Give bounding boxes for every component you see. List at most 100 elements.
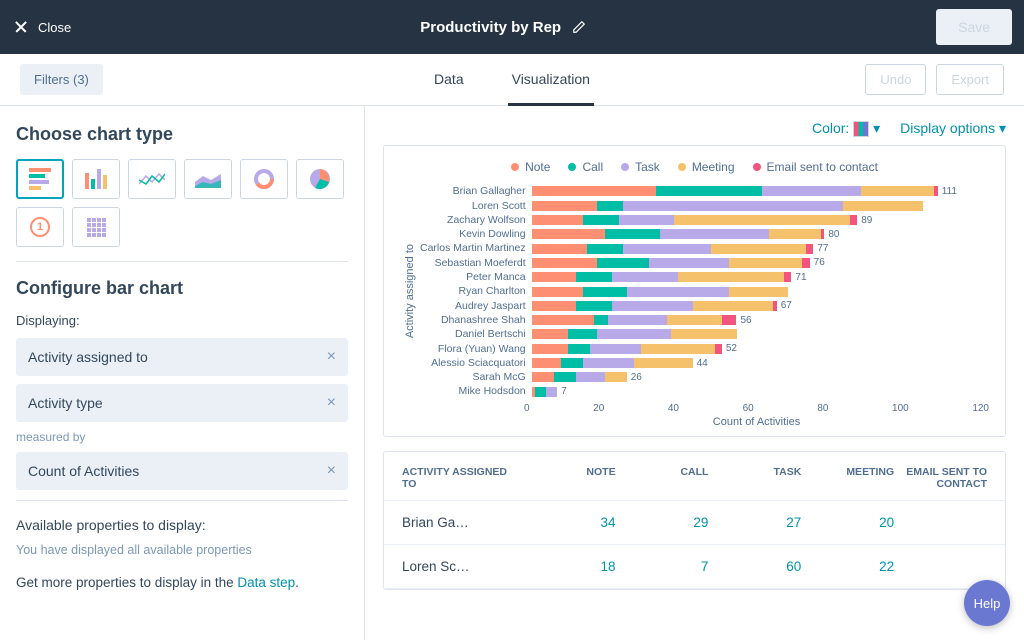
y-axis-label: Loren Scott	[420, 199, 526, 213]
chart-type-line[interactable]	[128, 159, 176, 199]
edit-title-icon[interactable]	[571, 19, 587, 35]
table-cell[interactable]: 22	[801, 559, 894, 574]
y-axis-label: Sebastian Moeferdt	[420, 256, 526, 270]
bar-segment	[821, 229, 825, 239]
table-cell[interactable]	[894, 559, 987, 574]
bar-segment	[715, 344, 722, 354]
export-button[interactable]: Export	[936, 64, 1004, 95]
bar-row: 80	[532, 227, 989, 241]
bar-segment	[597, 201, 623, 211]
data-step-link[interactable]: Data step	[237, 575, 295, 590]
table-cell: Brian Ga…	[402, 515, 523, 530]
bar-segment	[590, 344, 641, 354]
bar-row: 77	[532, 241, 989, 255]
field-pill[interactable]: Activity type×	[16, 384, 348, 422]
y-axis-label: Peter Manca	[420, 270, 526, 284]
table-cell[interactable]: 20	[801, 515, 894, 530]
bar-segment	[671, 329, 737, 339]
x-axis-tick: 120	[972, 403, 989, 414]
remove-field-icon[interactable]: ×	[327, 348, 336, 366]
bar-row: 76	[532, 256, 989, 270]
bar-segment	[605, 229, 660, 239]
close-button[interactable]: Close	[12, 18, 71, 36]
bar-segment	[532, 287, 583, 297]
chart-type-hbar[interactable]	[16, 159, 64, 199]
bar-segment	[532, 344, 569, 354]
chart-type-vbar[interactable]	[72, 159, 120, 199]
chart-type-pie[interactable]	[296, 159, 344, 199]
remove-field-icon[interactable]: ×	[327, 394, 336, 412]
y-axis-label: Flora (Yuan) Wang	[420, 342, 526, 356]
configure-title: Configure bar chart	[16, 278, 348, 299]
bar-segment	[568, 344, 590, 354]
y-axis-label: Audrey Jaspart	[420, 299, 526, 313]
bar-segment	[597, 329, 670, 339]
table-header-cell: MEETING	[801, 466, 894, 490]
y-axis-label: Ryan Charlton	[420, 284, 526, 298]
bar-segment	[843, 201, 923, 211]
bar-segment	[762, 186, 861, 196]
x-axis-tick: 100	[892, 403, 909, 414]
bar-segment	[729, 258, 802, 268]
bar-segment	[806, 244, 813, 254]
legend-item: Call	[568, 160, 603, 174]
bar-row: 67	[532, 299, 989, 313]
display-options-dropdown[interactable]: Display options ▾	[900, 120, 1006, 137]
chart-type-grid[interactable]	[72, 207, 120, 247]
bar-segment	[623, 201, 843, 211]
bar-row	[532, 327, 989, 341]
bar-segment	[619, 215, 674, 225]
table-cell[interactable]: 29	[616, 515, 709, 530]
bar-segment	[535, 387, 546, 397]
bar-value-label: 89	[861, 215, 872, 226]
bar-segment	[773, 301, 777, 311]
bar-segment	[850, 215, 857, 225]
y-axis-label: Mike Hodsdon	[420, 384, 526, 398]
table-header-cell: EMAIL SENT TO CONTACT	[894, 466, 987, 490]
bar-segment	[934, 186, 938, 196]
bar-segment	[656, 186, 762, 196]
color-picker[interactable]: Color: ▾	[812, 120, 880, 137]
close-icon	[12, 18, 30, 36]
table-cell[interactable]: 18	[523, 559, 616, 574]
undo-button[interactable]: Undo	[865, 64, 926, 95]
legend-item: Note	[511, 160, 550, 174]
chart-type-num[interactable]: 1	[16, 207, 64, 247]
bar-segment	[693, 301, 773, 311]
tab-data[interactable]: Data	[430, 55, 468, 105]
filters-button[interactable]: Filters (3)	[20, 64, 103, 95]
save-button[interactable]: Save	[936, 9, 1012, 45]
bar-value-label: 111	[942, 186, 957, 197]
table-cell[interactable]: 60	[708, 559, 801, 574]
bar-segment	[532, 244, 587, 254]
table-cell[interactable]: 27	[708, 515, 801, 530]
bar-row: 71	[532, 270, 989, 284]
bar-segment	[561, 358, 583, 368]
bar-segment	[554, 372, 576, 382]
bar-value-label: 67	[781, 300, 792, 311]
bar-segment	[605, 372, 627, 382]
bar-segment	[861, 186, 934, 196]
table-cell[interactable]: 7	[616, 559, 709, 574]
help-button[interactable]: Help	[964, 580, 1010, 626]
bar-segment	[576, 372, 605, 382]
table-cell[interactable]	[894, 515, 987, 530]
field-label: Activity assigned to	[28, 349, 148, 365]
chart-card: NoteCallTaskMeetingEmail sent to contact…	[383, 145, 1006, 436]
bar-segment	[608, 315, 667, 325]
y-axis-label: Alessio Sciacquatori	[420, 356, 526, 370]
table-cell[interactable]: 34	[523, 515, 616, 530]
x-axis-title: Count of Activities	[524, 416, 989, 428]
x-axis-tick: 40	[668, 403, 679, 414]
remove-measure-icon[interactable]: ×	[327, 462, 336, 480]
bar-segment	[667, 315, 722, 325]
y-axis-label: Carlos Martin Martinez	[420, 241, 526, 255]
bar-segment	[678, 272, 784, 282]
bar-value-label: 71	[795, 272, 806, 283]
measure-pill[interactable]: Count of Activities ×	[16, 452, 348, 490]
chart-type-area[interactable]	[184, 159, 232, 199]
tab-visualization[interactable]: Visualization	[508, 55, 594, 106]
chart-type-donut[interactable]	[240, 159, 288, 199]
field-pill[interactable]: Activity assigned to ×	[16, 338, 348, 376]
table-cell: Loren Sc…	[402, 559, 523, 574]
